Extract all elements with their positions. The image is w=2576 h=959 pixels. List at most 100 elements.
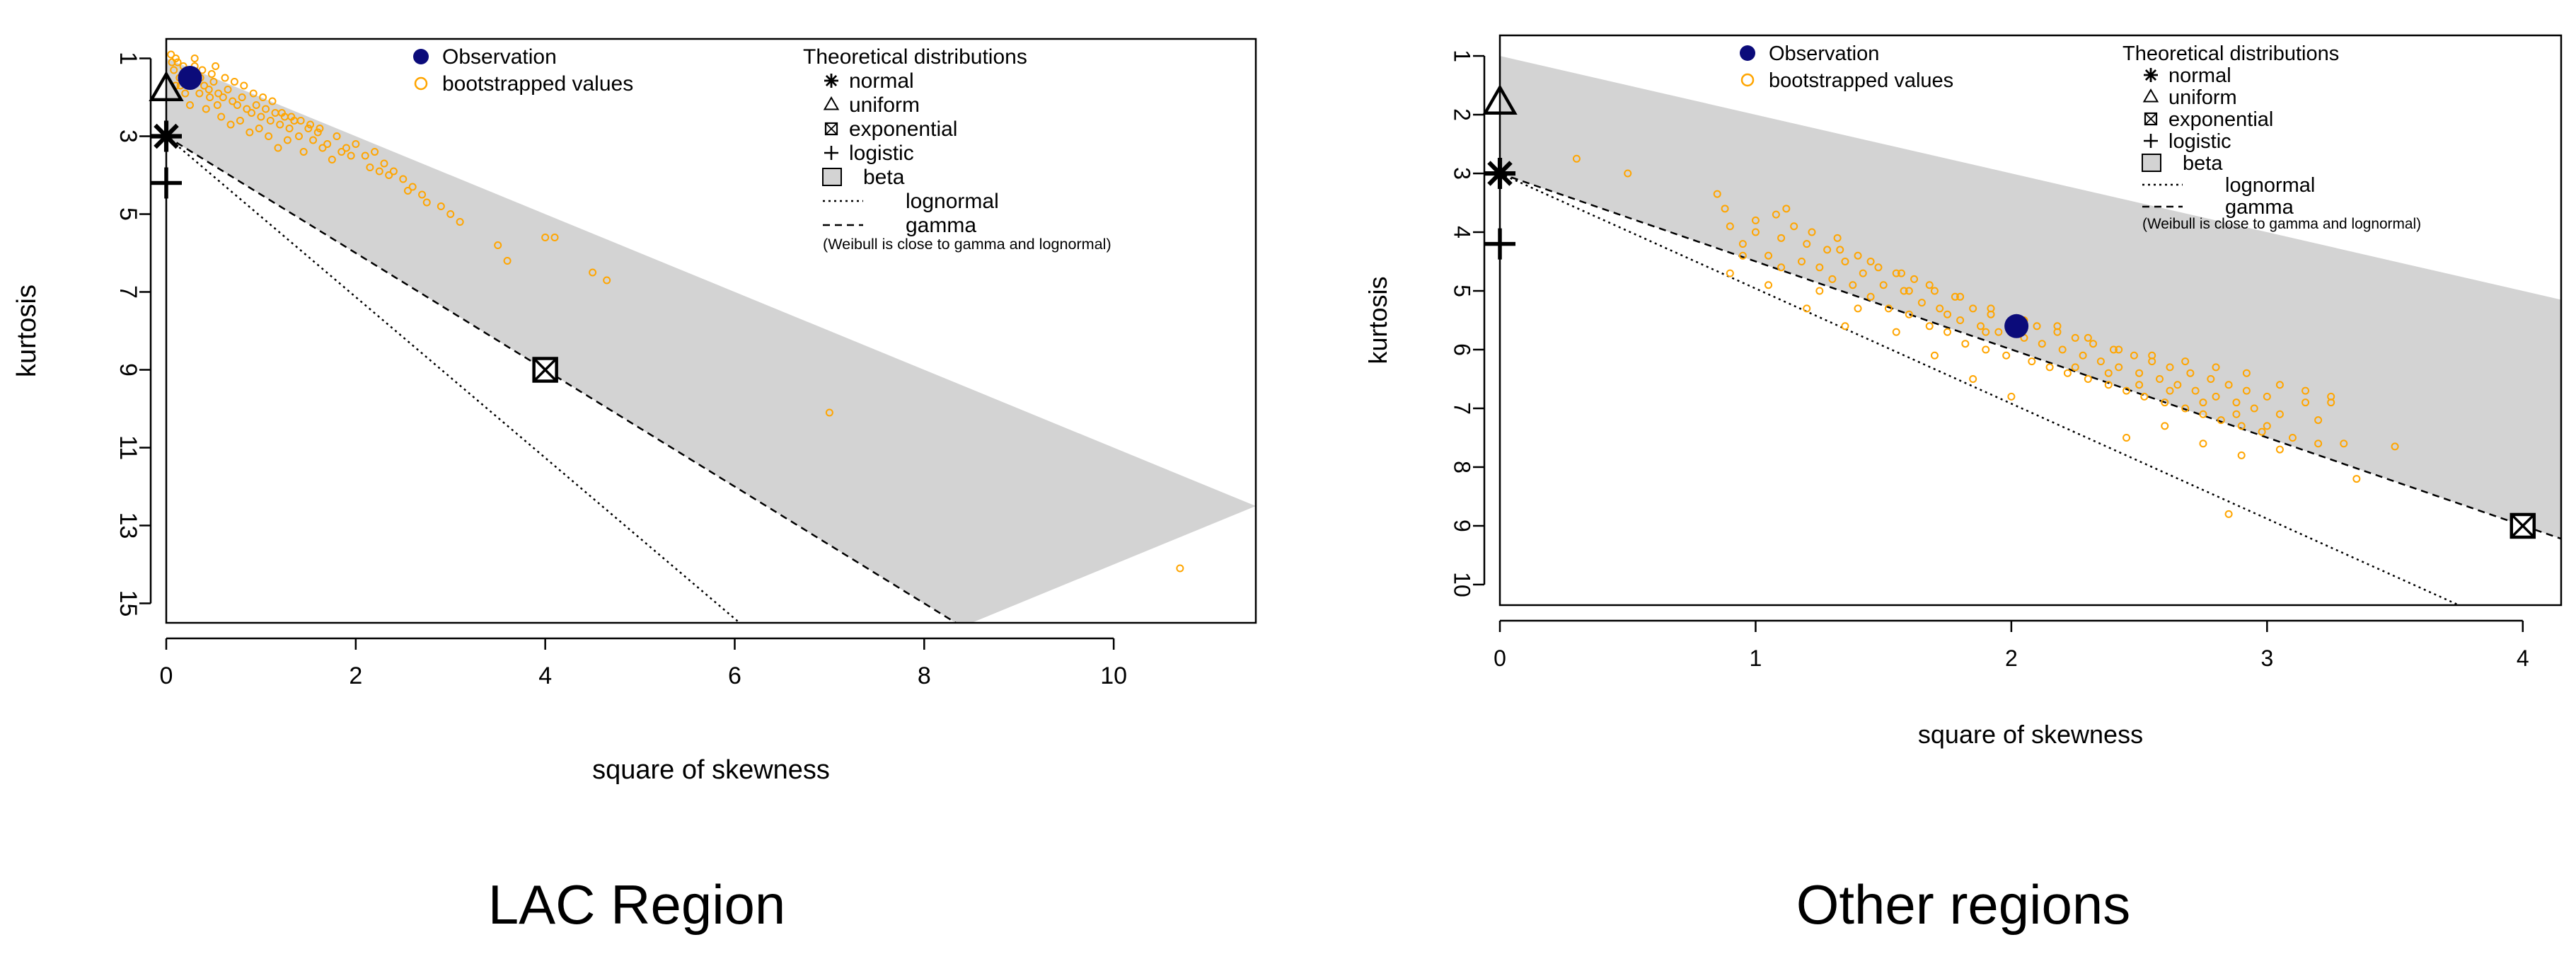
bootstrapped-point [328, 156, 336, 163]
bootstrapped-point [2391, 442, 2399, 451]
bootstrapped-point [236, 117, 244, 125]
bootstrapped-point [2186, 369, 2195, 377]
bootstrapped-point [213, 101, 221, 109]
legend-theoretical-title: Theoretical distributions [2122, 42, 2339, 65]
bootstrapped-point [2045, 363, 2054, 372]
bootstrapped-point [2224, 510, 2233, 518]
bootstrapped-point [2071, 333, 2079, 342]
bootstrapped-point [2156, 374, 2164, 383]
bootstrapped-point [1808, 228, 1816, 236]
bootstrapped-point [195, 89, 204, 98]
bootstrapped-point [1936, 304, 1944, 313]
legend-exponential-marker [824, 122, 838, 136]
bootstrapped-point [1854, 251, 1862, 260]
bootstrapped-point [1828, 275, 1837, 283]
bootstrapped-point [2199, 440, 2207, 448]
bootstrapped-point [1969, 304, 1977, 313]
bootstrapped-point [1176, 564, 1184, 573]
x-tick-label: 3 [2260, 645, 2273, 671]
bootstrapped-point [2058, 345, 2067, 354]
bootstrapped-point [1833, 234, 1842, 242]
legend-weibull-note: (Weibull is close to gamma and lognormal… [823, 235, 1111, 253]
bootstrapped-point [2275, 445, 2284, 454]
bootstrapped-point [2002, 351, 2011, 360]
y-tick-label: 13 [115, 512, 141, 539]
legend-observation-label: Observation [1769, 42, 1879, 65]
bootstrapped-point [296, 117, 305, 125]
x-tick-label: 2 [349, 662, 362, 689]
plot-area [1500, 56, 2561, 605]
bootstrapped-point [550, 234, 559, 241]
bootstrapped-point [2327, 398, 2335, 407]
bootstrapped-point [323, 140, 332, 148]
legend-beta-marker [822, 168, 842, 186]
bootstrapped-point [503, 257, 512, 265]
bootstrapped-point [318, 144, 327, 152]
bootstrapped-point [170, 66, 178, 74]
bootstrapped-point [248, 109, 256, 117]
bootstrapped-point [1930, 351, 1939, 360]
bootstrapped-point [243, 105, 251, 113]
y-tick-label: 5 [115, 207, 141, 221]
bootstrapped-point [1738, 240, 1747, 248]
legend-bootstrapped-label: bootstrapped values [442, 72, 633, 96]
y-tick-label: 6 [1450, 343, 1475, 356]
bootstrapped-point [494, 241, 502, 249]
bootstrapped-point [2161, 422, 2169, 430]
x-tick-label: 10 [1100, 662, 1127, 689]
bootstrapped-point [2096, 357, 2105, 366]
bootstrapped-point [2109, 345, 2118, 354]
bootstrapped-point [1859, 269, 1867, 277]
bootstrapped-point [2104, 381, 2113, 389]
bootstrapped-point [268, 97, 277, 105]
bootstrapped-point [1982, 328, 1990, 336]
bootstrapped-point [1905, 310, 1913, 318]
bootstrapped-point [333, 132, 341, 140]
bootstrapped-point [316, 125, 324, 132]
bootstrapped-point [1815, 263, 1824, 272]
bootstrapped-point [1943, 328, 1952, 336]
bootstrapped-point [304, 125, 313, 132]
legend-theoretical: Theoretical distributionsnormaluniformex… [803, 45, 1111, 253]
bootstrapped-point [212, 62, 220, 70]
legend-gamma-label: gamma [906, 214, 976, 237]
exponential-point [532, 357, 558, 383]
x-tick-label: 8 [918, 662, 931, 689]
bootstrapped-point [1849, 281, 1857, 289]
bootstrapped-point [230, 78, 238, 86]
bootstrapped-point [2242, 386, 2251, 395]
bootstrapped-point [456, 218, 464, 226]
bootstrapped-point [2314, 440, 2323, 448]
legend-logistic-label: logistic [849, 142, 914, 165]
bootstrapped-point [2237, 422, 2246, 430]
bootstrapped-point [266, 117, 275, 125]
legend-weibull-note: (Weibull is close to gamma and lognormal… [2142, 216, 2421, 232]
x-tick-label: 1 [1750, 645, 1762, 671]
bootstrapped-point [603, 276, 611, 285]
bootstrapped-point [207, 70, 216, 78]
bootstrapped-point [313, 128, 322, 137]
legend-normal-marker-stroke [825, 74, 838, 87]
bootstrapped-point [2250, 404, 2258, 413]
y-tick-label: 1 [115, 52, 141, 65]
bootstrapped-point [380, 159, 388, 168]
bootstrapped-point [385, 171, 393, 179]
y-tick-label: 7 [115, 285, 141, 299]
y-tick-label: 4 [1450, 226, 1475, 239]
bootstrapped-point [1930, 287, 1939, 295]
bootstrapped-point [2191, 386, 2200, 395]
bootstrapped-point [1721, 205, 1729, 213]
bootstrapped-point [1994, 328, 2003, 336]
x-tick-label: 4 [2517, 645, 2529, 671]
bootstrapped-point [437, 202, 445, 210]
bootstrapped-point [1782, 205, 1791, 213]
beta-region [1500, 56, 2561, 539]
bootstrapped-point [1841, 322, 1849, 331]
bootstrapped-point [283, 136, 291, 144]
bootstrapped-point [204, 86, 213, 93]
bootstrapped-point [2232, 398, 2241, 407]
bootstrapped-point [2007, 392, 2016, 401]
legend-beta-label: beta [2183, 152, 2223, 175]
